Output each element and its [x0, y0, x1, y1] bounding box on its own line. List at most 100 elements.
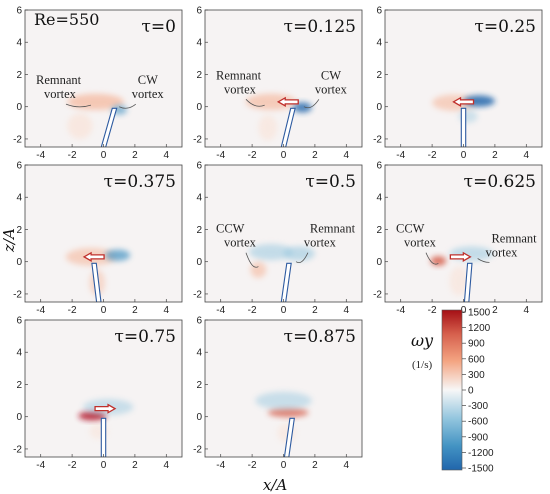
colorbar-gradient — [441, 309, 463, 471]
tau-label: τ=0.25 — [474, 17, 536, 37]
x-tick-label: -4 — [396, 150, 405, 161]
panel-6: -4 -2 0 2 4 6 4 2 0 -2 τ=0.625 CCW vortex Remnant vort… — [373, 161, 543, 316]
x-tick-label: 2 — [132, 305, 138, 316]
z-tick-label: 6 — [16, 316, 22, 327]
vorticity-patch — [250, 261, 267, 278]
z-tick-label: 2 — [16, 70, 22, 81]
colorbar-tick-label: -300 — [468, 401, 488, 412]
z-tick-label: 0 — [196, 257, 202, 268]
colorbar-tick-label: 1200 — [468, 323, 491, 334]
x-tick-label: 0 — [101, 305, 107, 316]
z-tick-label: 0 — [16, 412, 22, 423]
x-tick-label: 2 — [492, 150, 498, 161]
colorbar-title: ωy — [411, 331, 434, 350]
colorbar-tick-label: -600 — [468, 417, 488, 428]
x-tick-label: -4 — [36, 460, 45, 471]
panel-1: -4 -2 0 2 4 6 4 2 0 -2 τ=0 Remnant vortex CW vortex — [13, 6, 183, 161]
x-tick-label: -2 — [428, 305, 437, 316]
x-tick-label: 4 — [164, 305, 170, 316]
vorticity-patch — [105, 249, 131, 261]
x-tick-label: -2 — [428, 150, 437, 161]
z-tick-label: 4 — [196, 38, 202, 49]
z-tick-label: -2 — [193, 134, 202, 145]
z-tick-label: 2 — [16, 380, 22, 391]
x-tick-label: -2 — [248, 305, 257, 316]
z-tick-label: 2 — [16, 225, 22, 236]
panel-4: -4 -2 0 2 4 6 4 2 0 -2 τ=0.375 — [13, 161, 183, 316]
panel-2: -4 -2 0 2 4 6 4 2 0 -2 τ=0.125 Remnant vortex CW vorte… — [193, 6, 363, 161]
annotation-leader — [119, 103, 137, 109]
vorticity-patch — [248, 243, 293, 261]
x-tick-label: -2 — [248, 150, 257, 161]
x-tick-label: 2 — [492, 305, 498, 316]
x-tick-label: 2 — [312, 460, 318, 471]
z-tick-label: -2 — [13, 289, 22, 300]
tau-label: τ=0.125 — [284, 17, 356, 37]
motion-arrow — [82, 251, 105, 262]
x-tick-label: -2 — [68, 150, 77, 161]
motion-arrow — [276, 96, 299, 107]
z-tick-label: 4 — [196, 348, 202, 359]
plate — [280, 107, 296, 147]
vorticity-patch — [258, 114, 278, 141]
annotation-leader — [245, 99, 265, 107]
annotation-label: Remnant vortex — [36, 73, 82, 101]
z-tick-label: 4 — [196, 193, 202, 204]
annotation-label: CW vortex — [315, 68, 348, 96]
z-tick-label: 6 — [16, 161, 22, 172]
z-tick-label: 4 — [16, 193, 22, 204]
x-tick-label: 0 — [461, 150, 467, 161]
vorticity-patch — [267, 408, 309, 418]
reynolds-label: Re=550 — [34, 10, 99, 29]
z-tick-label: 6 — [376, 161, 382, 172]
colorbar-tick-label: 1500 — [468, 308, 491, 319]
x-tick-label: -2 — [68, 305, 77, 316]
x-tick-label: 4 — [524, 305, 530, 316]
tau-label: τ=0.875 — [284, 327, 356, 347]
annotation-leader — [477, 258, 490, 263]
plate — [280, 262, 292, 302]
colorbar-ticks: 1500 1200 900 600 300 0 -300 -600 -900 -1200 -1500 — [462, 308, 494, 475]
x-tick-label: 0 — [281, 460, 287, 471]
z-tick-label: 0 — [196, 102, 202, 113]
colorbar-tick-label: -900 — [468, 432, 488, 443]
z-tick-label: 0 — [376, 102, 382, 113]
x-tick-label: -4 — [216, 150, 225, 161]
plate — [100, 417, 107, 457]
annotation-leader — [425, 252, 439, 265]
panel-background — [25, 10, 182, 147]
annotation-label: Remnant vortex — [216, 68, 262, 96]
x-tick-label: -2 — [248, 460, 257, 471]
z-tick-label: 4 — [376, 38, 382, 49]
panel-8: -4 -2 0 2 4 6 4 2 0 -2 τ=0.875 — [193, 316, 363, 471]
x-tick-label: 4 — [344, 150, 350, 161]
annotation-leader — [295, 252, 309, 264]
annotation-leader — [303, 99, 320, 109]
z-tick-label: 0 — [16, 257, 22, 268]
colorbar-tick-label: -1200 — [468, 448, 494, 459]
x-tick-label: -4 — [216, 460, 225, 471]
colorbar-tick-label: 0 — [468, 386, 474, 397]
annotation-label: CW vortex — [132, 73, 165, 101]
x-tick-label: 0 — [281, 150, 287, 161]
plate — [91, 262, 102, 302]
tau-label: τ=0.5 — [305, 172, 356, 192]
z-tick-label: 4 — [376, 193, 382, 204]
z-axis-label: z/A — [0, 228, 18, 253]
x-tick-label: 2 — [312, 150, 318, 161]
z-tick-label: 2 — [196, 225, 202, 236]
vorticity-patch — [449, 266, 469, 296]
z-tick-label: 2 — [376, 70, 382, 81]
panel-5: -4 -2 0 2 4 6 4 2 0 -2 τ=0.5 CCW vortex Remnant vortex — [193, 161, 363, 316]
panel-background — [205, 10, 362, 147]
x-tick-label: -4 — [396, 305, 405, 316]
colorbar-tick-label: -1500 — [468, 464, 494, 475]
colorbar-tick-label: 300 — [468, 370, 485, 381]
z-tick-label: 4 — [16, 348, 22, 359]
x-tick-label: -4 — [36, 150, 45, 161]
x-tick-label: 0 — [281, 305, 287, 316]
x-tick-label: 0 — [101, 460, 107, 471]
panel-background — [205, 165, 362, 302]
plate — [283, 417, 295, 457]
